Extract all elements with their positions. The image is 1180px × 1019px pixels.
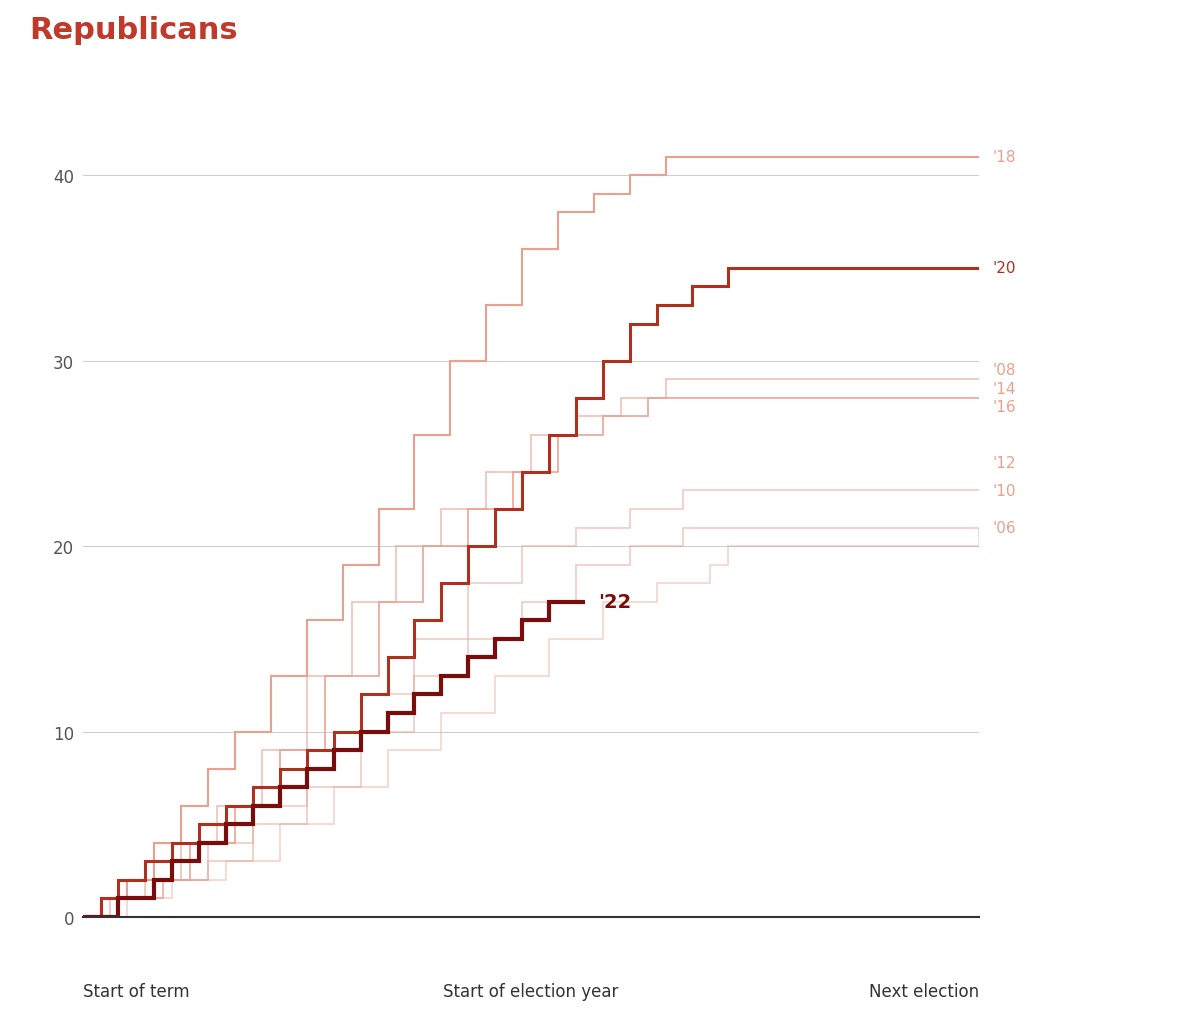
Text: '14: '14 [992,381,1016,396]
Text: '18: '18 [992,150,1016,165]
Text: '08: '08 [992,363,1016,378]
Text: Republicans: Republicans [28,16,237,45]
Text: '22: '22 [598,593,631,611]
Text: Next election: Next election [870,982,979,1000]
Text: Start of election year: Start of election year [444,982,618,1000]
Text: '12: '12 [992,455,1016,471]
Text: '10: '10 [992,483,1016,498]
Text: '20: '20 [992,261,1016,276]
Text: Start of term: Start of term [83,982,189,1000]
Text: '16: '16 [992,400,1016,415]
Text: '06: '06 [992,521,1016,536]
